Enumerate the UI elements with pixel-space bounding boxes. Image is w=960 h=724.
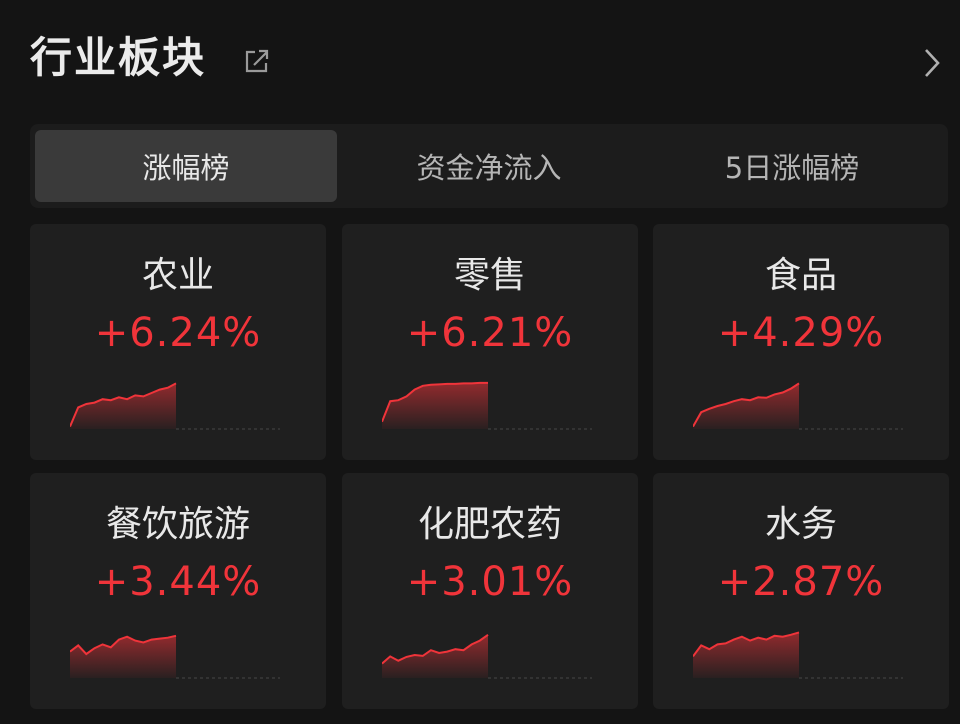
sector-change: +2.87% <box>717 559 885 605</box>
sparkline-line <box>382 381 488 423</box>
sparkline-area <box>693 383 799 429</box>
sector-sparkline <box>70 382 280 430</box>
sector-name: 化肥农药 <box>417 504 562 545</box>
sparkline-line <box>382 633 489 665</box>
sector-change: +6.24% <box>94 310 262 356</box>
sector-name: 食品 <box>764 255 837 296</box>
tab-5day-gainers[interactable]: 5日涨幅榜 <box>724 151 860 185</box>
sector-name: 零售 <box>453 255 526 296</box>
sector-sparkline <box>382 381 592 430</box>
sector-card[interactable]: 食品 +4.29% <box>653 224 949 460</box>
tab-net-inflow[interactable]: 资金净流入 <box>416 151 562 185</box>
chevron-right-icon[interactable] <box>918 46 946 80</box>
sparkline-area <box>70 635 176 678</box>
sector-card[interactable]: 零售 +6.21% <box>342 224 638 460</box>
sector-name: 餐饮旅游 <box>105 504 250 545</box>
page-title: 行业板块 <box>30 33 207 82</box>
sparkline-area <box>382 382 488 429</box>
sector-sparkline <box>693 382 903 430</box>
sparkline-line <box>693 382 800 428</box>
sector-sparkline <box>693 631 903 679</box>
sparkline-line <box>70 382 177 427</box>
sector-card[interactable]: 水务 +2.87% <box>653 473 949 709</box>
sector-name: 水务 <box>764 504 837 545</box>
sector-card[interactable]: 农业 +6.24% <box>30 224 326 460</box>
sparkline-area <box>693 632 799 678</box>
sector-sparkline <box>70 634 280 679</box>
sparkline-line <box>693 631 800 657</box>
sector-card[interactable]: 化肥农药 +3.01% <box>342 473 638 709</box>
share-icon[interactable] <box>242 46 272 76</box>
sector-card[interactable]: 餐饮旅游 +3.44% <box>30 473 326 709</box>
tab-bar: 涨幅榜 资金净流入 5日涨幅榜 <box>30 124 948 208</box>
sector-name: 农业 <box>141 255 214 296</box>
sparkline-line <box>70 634 177 656</box>
sector-change: +3.44% <box>94 559 262 605</box>
sector-sparkline <box>382 633 592 679</box>
header: 行业板块 <box>0 0 960 112</box>
sparkline-area <box>382 634 488 678</box>
tab-gainers[interactable]: 涨幅榜 <box>35 130 337 202</box>
sector-change: +6.21% <box>406 310 574 356</box>
sector-change: +3.01% <box>406 559 574 605</box>
sector-change: +4.29% <box>717 310 885 356</box>
